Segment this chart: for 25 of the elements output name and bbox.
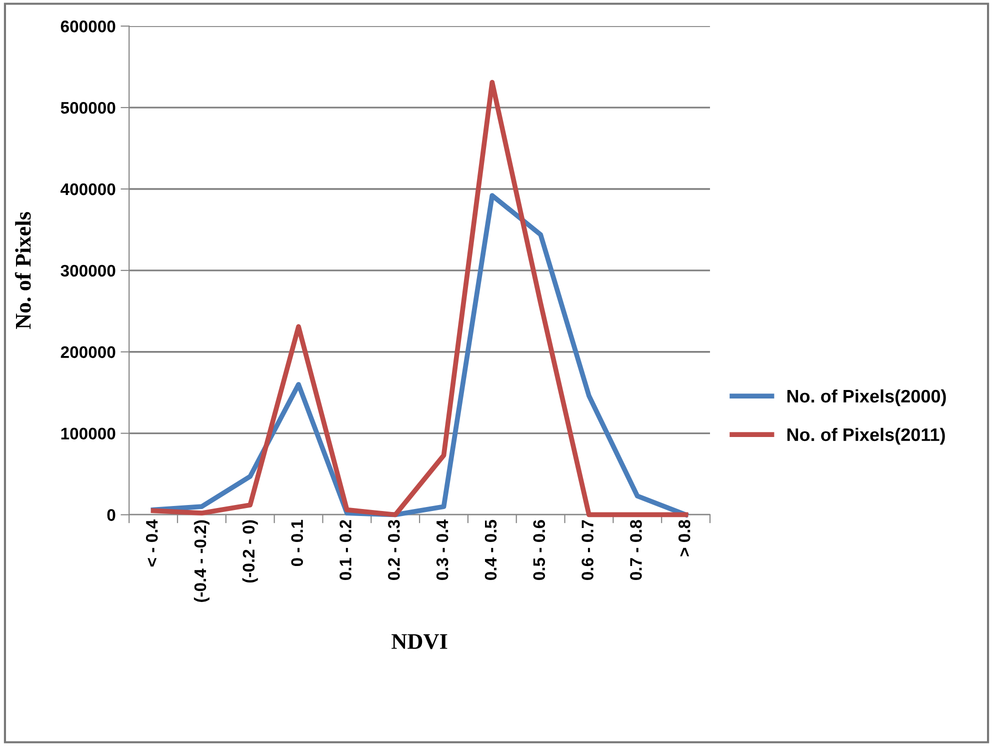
y-tick-label: 600000	[60, 20, 116, 32]
x-tick-label: > 0.8	[678, 520, 690, 556]
y-tick-label: 200000	[60, 346, 116, 358]
x-tick-label: (-0.4 - -0.2)	[194, 520, 210, 602]
x-tick-label: 0.3 - 0.4	[436, 520, 448, 580]
y-tick-label: 500000	[60, 102, 116, 114]
y-tick-label: 100000	[61, 428, 116, 440]
x-tick-label: < - 0.4	[146, 520, 158, 566]
x-axis-title: NDVI	[392, 634, 448, 650]
legend-label: No. of Pixels(2000)	[787, 389, 946, 406]
x-tick-label: 0.4 - 0.5	[484, 520, 497, 580]
x-tick-label: 0 - 0.1	[291, 520, 303, 566]
y-axis-title: No. of Pixels	[14, 212, 31, 329]
x-tick-label: (-0.2 - 0)	[242, 520, 258, 583]
x-tick-label: 0.1 - 0.2	[340, 520, 352, 580]
x-tick-label: 0.5 - 0.6	[533, 520, 546, 580]
y-tick-label: 0	[107, 509, 116, 521]
y-tick-label: 300000	[60, 264, 116, 277]
x-tick-label: 0.6 - 0.7	[582, 520, 594, 580]
legend-label: No. of Pixels(2011)	[787, 428, 945, 445]
x-tick-label: 0.7 - 0.8	[630, 520, 642, 580]
line-series	[150, 80, 688, 518]
y-tick-label: 400000	[60, 183, 116, 196]
x-tick-label: 0.2 - 0.3	[388, 520, 400, 580]
line-series	[150, 193, 688, 518]
